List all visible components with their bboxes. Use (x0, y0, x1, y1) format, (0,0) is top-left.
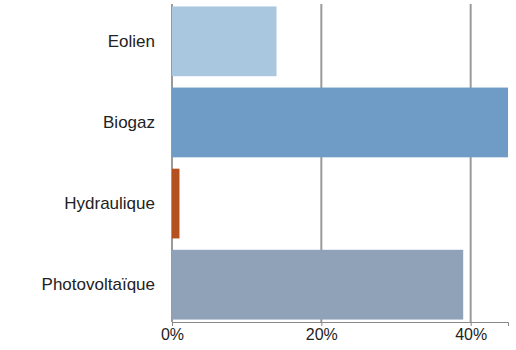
x-tick-label: 0% (161, 326, 184, 343)
grid (172, 4, 471, 322)
chart-svg: Eolien Biogaz Hydraulique Photovoltaïque 0% 2… (0, 0, 516, 350)
category-labels: Eolien Biogaz Hydraulique Photovoltaïque (42, 32, 155, 294)
bar (172, 88, 508, 158)
chart-container: Eolien Biogaz Hydraulique Photovoltaïque 0% 2… (0, 0, 516, 350)
category-label: Eolien (108, 32, 155, 51)
category-label: Biogaz (103, 113, 155, 132)
x-tick: 0% (161, 322, 184, 343)
bar (172, 250, 463, 320)
x-tick-label: 40% (455, 326, 487, 343)
x-tick-label: 20% (306, 326, 338, 343)
grid-line (470, 4, 472, 322)
x-axis: 0% 20% 40% (161, 322, 509, 343)
bar (172, 6, 277, 76)
category-label: Photovoltaïque (42, 275, 155, 294)
x-tick: 20% (306, 322, 338, 343)
category-label: Hydraulique (64, 194, 155, 213)
bar (172, 169, 179, 239)
bars (172, 6, 508, 319)
x-tick: 40% (455, 322, 487, 343)
